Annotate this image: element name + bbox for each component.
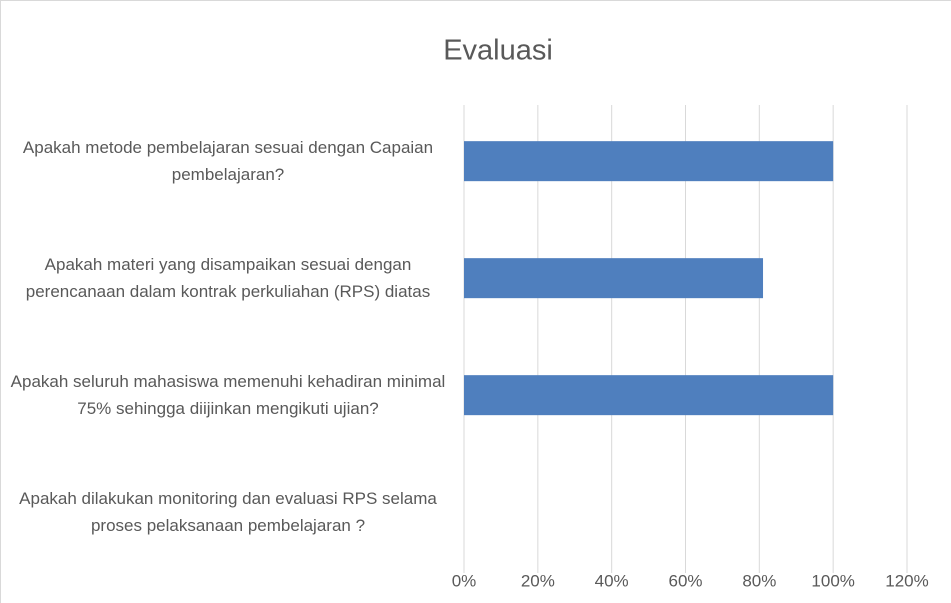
bar — [464, 141, 834, 182]
x-tick-label: 120% — [885, 571, 928, 590]
y-tick-label: Apakah dilakukan monitoring dan evaluasi… — [19, 489, 437, 536]
x-tick-label: 80% — [742, 571, 776, 590]
y-tick-label: Apakah materi yang disampaikan sesuai de… — [25, 255, 431, 302]
x-tick-label: 20% — [521, 571, 555, 590]
x-tick-label: 60% — [668, 571, 702, 590]
x-tick-label: 100% — [811, 571, 854, 590]
x-tick-label: 40% — [595, 571, 629, 590]
y-tick-label: Apakah seluruh mahasiswa memenuhi kehadi… — [10, 372, 446, 419]
x-tick-label: 0% — [452, 571, 477, 590]
y-tick-label: Apakah metode pembelajaran sesuai dengan… — [22, 138, 434, 185]
bar — [464, 375, 834, 416]
chart-title: Evaluasi — [443, 35, 553, 67]
bar — [464, 258, 764, 299]
